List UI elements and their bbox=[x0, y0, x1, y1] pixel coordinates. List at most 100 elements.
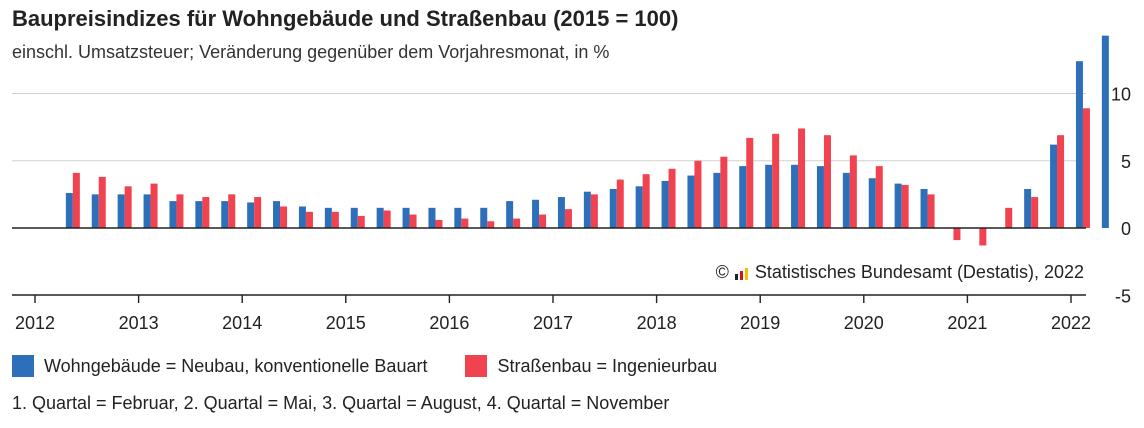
legend-label-wohngebaeude: Wohngebäude = Neubau, konventionelle Bau… bbox=[44, 355, 428, 376]
bar-wohngebaeude bbox=[557, 197, 565, 228]
bar-strassenbau bbox=[435, 219, 443, 228]
bar-wohngebaeude bbox=[350, 207, 358, 228]
chart-subtitle: einschl. Umsatzsteuer; Veränderung gegen… bbox=[12, 42, 610, 62]
bar-wohngebaeude bbox=[661, 180, 669, 228]
bar-wohngebaeude bbox=[169, 201, 177, 228]
bar-strassenbau bbox=[176, 194, 184, 228]
bar-wohngebaeude bbox=[195, 201, 203, 228]
bar-strassenbau bbox=[461, 218, 469, 228]
bar-strassenbau bbox=[668, 168, 676, 228]
bar-wohngebaeude bbox=[402, 207, 410, 228]
bar-strassenbau bbox=[202, 197, 210, 228]
legend: Wohngebäude = Neubau, konventionelle Bau… bbox=[12, 355, 755, 377]
credit-text: Statistisches Bundesamt (Destatis), 2022 bbox=[754, 262, 1084, 282]
bar-strassenbau bbox=[642, 174, 650, 228]
bar-wohngebaeude bbox=[687, 175, 695, 228]
bar-strassenbau bbox=[590, 194, 598, 228]
bar-strassenbau bbox=[1031, 197, 1039, 228]
bar-strassenbau bbox=[616, 179, 624, 228]
footnote: 1. Quartal = Februar, 2. Quartal = Mai, … bbox=[12, 393, 670, 413]
bar-wohngebaeude bbox=[920, 188, 928, 228]
bar-strassenbau bbox=[124, 186, 132, 228]
legend-swatch-wohngebaeude bbox=[12, 355, 34, 377]
x-tick-label: 2022 bbox=[1051, 313, 1091, 333]
bar-wohngebaeude bbox=[454, 207, 462, 228]
bar-strassenbau bbox=[720, 156, 728, 228]
bar-wohngebaeude bbox=[65, 193, 73, 228]
bar-strassenbau bbox=[772, 133, 780, 228]
bar-wohngebaeude bbox=[376, 207, 384, 228]
bar-chart: 2012 2013 2014 2015 2016 2017 2018 2019 2020 2021… bbox=[12, 35, 1131, 333]
bar-strassenbau bbox=[72, 172, 80, 228]
bar-strassenbau bbox=[383, 210, 391, 228]
bar-wohngebaeude bbox=[324, 207, 332, 228]
bar-wohngebaeude bbox=[842, 172, 850, 228]
legend-label-strassenbau: Straßenbau = Ingenieurbau bbox=[497, 355, 718, 376]
x-tick-label: 2013 bbox=[119, 313, 159, 333]
bar-wohngebaeude bbox=[428, 207, 436, 228]
destatis-logo-icon bbox=[734, 266, 750, 280]
bar-strassenbau bbox=[1082, 108, 1090, 228]
bar-strassenbau bbox=[357, 215, 365, 228]
bar-wohngebaeude bbox=[894, 183, 902, 228]
bar-strassenbau bbox=[1057, 135, 1065, 228]
bar-strassenbau bbox=[280, 206, 288, 228]
gridlines bbox=[12, 93, 1086, 162]
x-axis: 2012 2013 2014 2015 2016 2017 2018 2019 2020 2021… bbox=[12, 227, 1091, 333]
bar-wohngebaeude bbox=[868, 178, 876, 228]
x-tick-label: 2017 bbox=[533, 313, 573, 333]
bar-wohngebaeude bbox=[1024, 188, 1032, 228]
bar-strassenbau bbox=[901, 184, 909, 228]
bar-wohngebaeude bbox=[506, 201, 514, 228]
bar-wohngebaeude bbox=[247, 202, 255, 228]
bar-strassenbau bbox=[823, 135, 831, 228]
bar-strassenbau bbox=[331, 211, 339, 228]
x-tick-label: 2012 bbox=[15, 313, 55, 333]
legend-item-wohngebaeude: Wohngebäude = Neubau, konventionelle Bau… bbox=[12, 355, 427, 377]
bar-strassenbau bbox=[305, 211, 313, 228]
bar-wohngebaeude bbox=[117, 194, 125, 228]
bar-strassenbau bbox=[1005, 207, 1013, 228]
source-credit: © Statistisches Bundesamt (Destatis), 20… bbox=[713, 262, 1086, 283]
bar-strassenbau bbox=[927, 194, 935, 228]
y-tick-label: -5 bbox=[1115, 286, 1131, 306]
bar-strassenbau bbox=[564, 209, 572, 228]
bar-strassenbau bbox=[746, 137, 754, 228]
x-tick-label: 2021 bbox=[947, 313, 987, 333]
bar-strassenbau bbox=[150, 183, 158, 228]
bar-wohngebaeude bbox=[713, 172, 721, 228]
bar-strassenbau bbox=[539, 214, 547, 228]
bar-wohngebaeude bbox=[1075, 61, 1083, 228]
legend-item-strassenbau: Straßenbau = Ingenieurbau bbox=[465, 355, 717, 377]
bar-wohngebaeude bbox=[1101, 35, 1109, 228]
y-tick-label: 5 bbox=[1121, 152, 1131, 172]
bar-wohngebaeude bbox=[532, 199, 540, 228]
bar-wohngebaeude bbox=[791, 164, 799, 228]
x-tick-label: 2020 bbox=[844, 313, 884, 333]
bar-wohngebaeude bbox=[583, 191, 591, 228]
bar-wohngebaeude bbox=[1050, 144, 1058, 228]
bar-strassenbau bbox=[513, 218, 521, 228]
bar-strassenbau bbox=[953, 228, 961, 241]
bar-strassenbau bbox=[409, 214, 417, 228]
x-tick-label: 2016 bbox=[429, 313, 469, 333]
x-tick-label: 2018 bbox=[637, 313, 677, 333]
bar-strassenbau bbox=[228, 194, 236, 228]
bar-wohngebaeude bbox=[635, 186, 643, 228]
bar-wohngebaeude bbox=[816, 166, 824, 228]
bars bbox=[65, 35, 1109, 246]
bar-wohngebaeude bbox=[91, 194, 99, 228]
bar-wohngebaeude bbox=[480, 207, 488, 228]
bar-wohngebaeude bbox=[739, 166, 747, 228]
bar-wohngebaeude bbox=[609, 188, 617, 228]
chart-title: Baupreisindizes für Wohngebäude und Stra… bbox=[12, 6, 679, 31]
x-tick-label: 2014 bbox=[222, 313, 262, 333]
bar-strassenbau bbox=[875, 166, 883, 228]
bar-strassenbau bbox=[849, 155, 857, 228]
bar-strassenbau bbox=[98, 176, 106, 228]
y-tick-label: 10 bbox=[1111, 85, 1131, 105]
y-axis: -5 0 5 10 bbox=[1111, 85, 1131, 307]
x-tick-label: 2019 bbox=[740, 313, 780, 333]
bar-wohngebaeude bbox=[298, 206, 306, 228]
bar-strassenbau bbox=[694, 160, 702, 228]
